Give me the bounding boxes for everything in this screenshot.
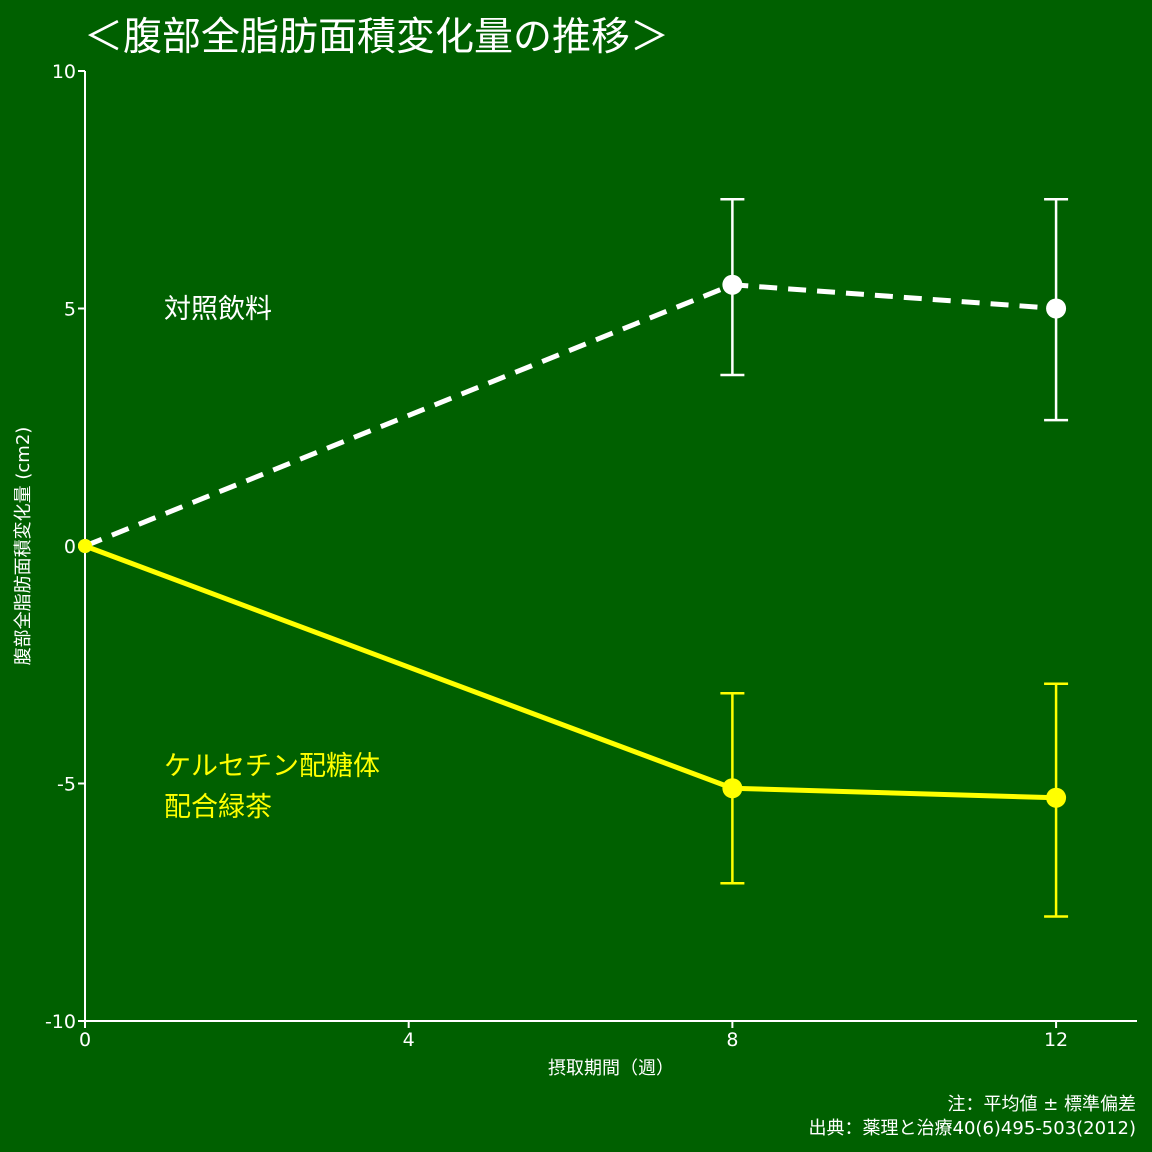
y-tick-label: 0 — [64, 536, 76, 558]
control-data-point — [1046, 298, 1067, 319]
y-tick-label: -5 — [57, 774, 76, 796]
x-tick-label: 8 — [726, 1029, 738, 1051]
control-data-point — [722, 274, 743, 295]
x-axis-label: 摂取期間（週） — [548, 1058, 674, 1079]
x-tick-label: 12 — [1044, 1029, 1068, 1051]
control-series-label: 対照飲料 — [164, 294, 272, 325]
source-note: 出典：薬理と治療40(6)495-503(2012) — [808, 1118, 1136, 1139]
treatment-series-label-line1: ケルセチン配糖体 — [164, 751, 380, 782]
y-tick-label: -10 — [45, 1011, 76, 1033]
chart-title: ＜腹部全脂肪面積変化量の推移＞ — [84, 15, 670, 60]
treatment-data-point — [722, 778, 743, 799]
treatment-series-label-line2: 配合緑茶 — [164, 792, 272, 823]
treatment-data-point — [1046, 787, 1067, 808]
treatment-data-point — [78, 539, 92, 553]
x-tick-label: 0 — [79, 1029, 91, 1051]
y-axis-label: 腹部全脂肪面積変化量 (cm2) — [13, 427, 34, 666]
y-tick-label: 5 — [64, 299, 76, 321]
stat-note: 注：平均値 ± 標準偏差 — [947, 1094, 1136, 1115]
y-tick-label: 10 — [52, 61, 76, 83]
x-tick-label: 4 — [403, 1029, 415, 1051]
